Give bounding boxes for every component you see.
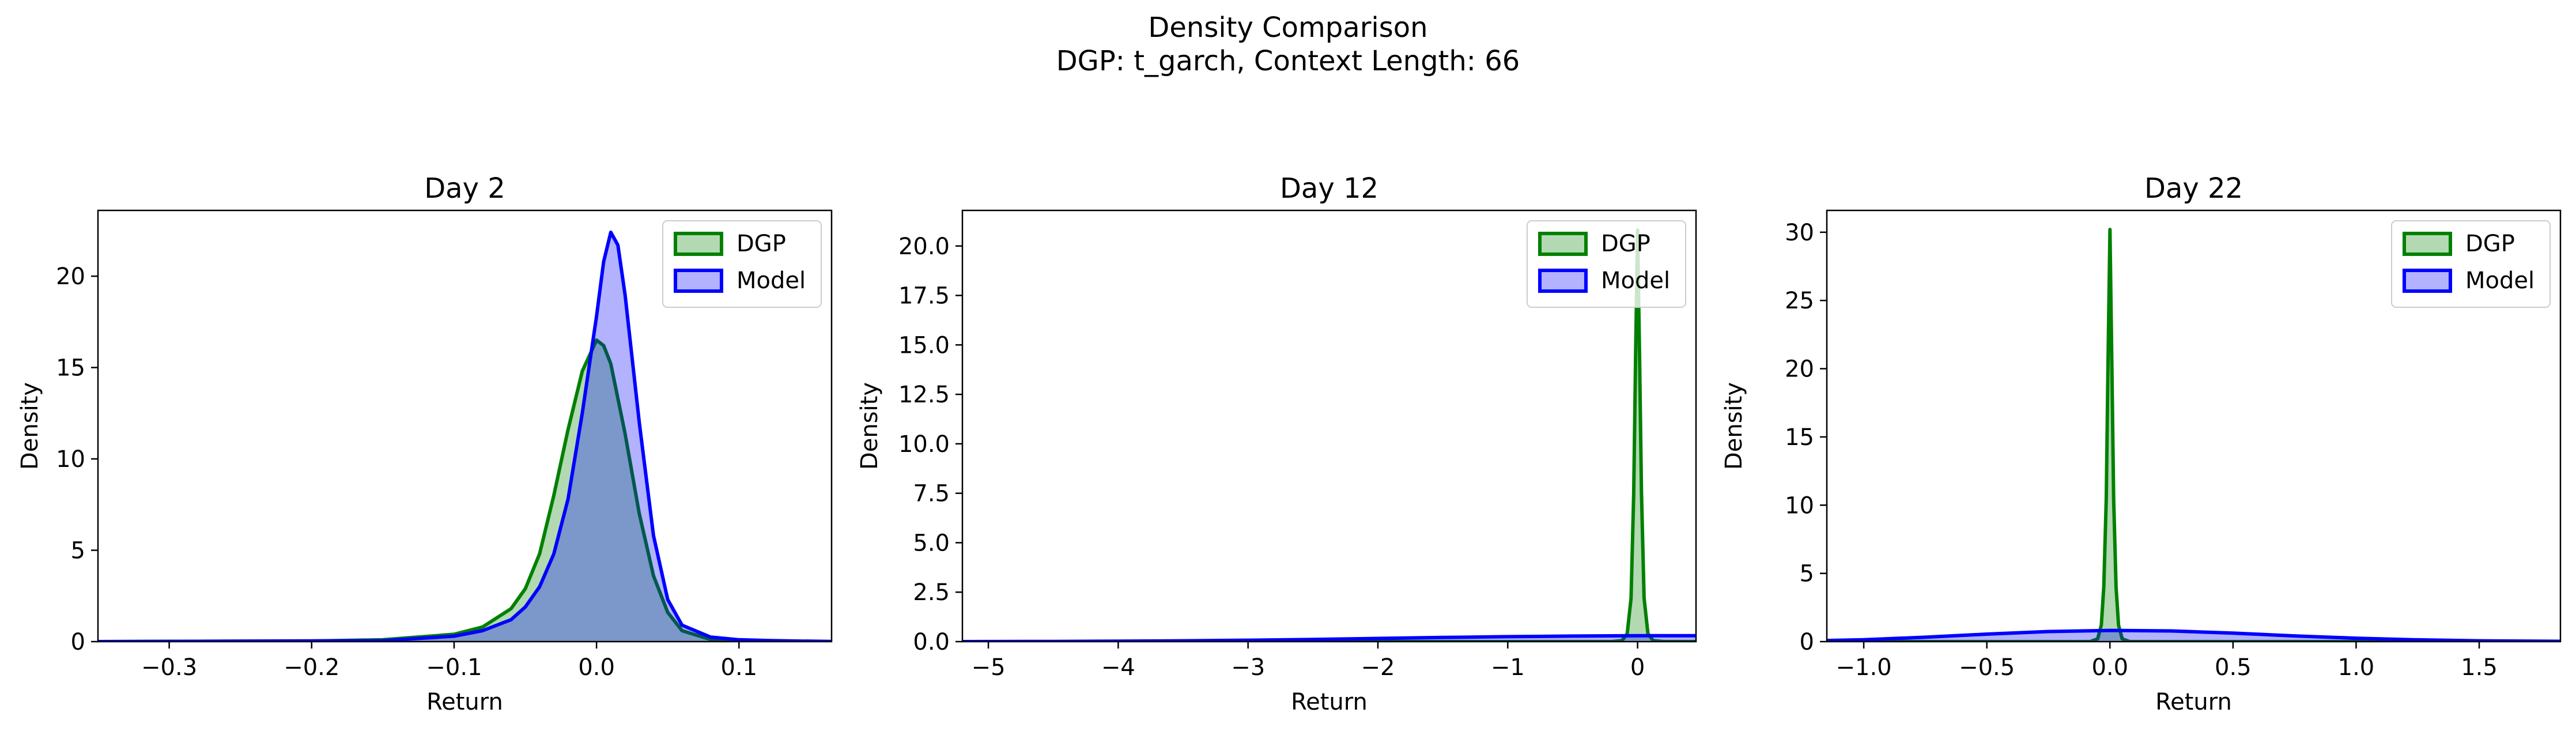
legend-swatch-model <box>1538 269 1588 293</box>
legend-swatch-model <box>674 269 723 293</box>
dgp-density-fill <box>98 340 832 642</box>
x-tick-label: 1.0 <box>2338 654 2375 681</box>
legend-swatch-dgp <box>1538 232 1588 256</box>
x-tick-label: −3 <box>1231 654 1265 681</box>
dgp-density-line <box>98 338 832 642</box>
legend-label-dgp: DGP <box>736 231 786 257</box>
y-tick-label: 10.0 <box>898 431 950 458</box>
panel-title: Day 2 <box>424 172 505 205</box>
x-tick-label: −5 <box>972 654 1006 681</box>
x-tick-label: −0.3 <box>141 654 197 681</box>
y-tick-label: 15 <box>56 355 85 382</box>
y-tick-label: 0.0 <box>913 629 950 655</box>
x-tick-label: 0.5 <box>2215 654 2252 681</box>
x-tick-label: 0.0 <box>2091 654 2128 681</box>
y-tick-label: 10 <box>1785 492 1814 519</box>
figure-title-line2: DGP: t_garch, Context Length: 66 <box>1056 45 1520 77</box>
x-tick-label: 0.1 <box>721 654 758 681</box>
dgp-density-line <box>1827 228 2560 642</box>
panel-title: Day 12 <box>1280 172 1378 205</box>
x-tick-label: 0 <box>1630 654 1645 681</box>
axes-frame <box>97 209 833 643</box>
x-tick-label: −1 <box>1491 654 1525 681</box>
y-tick-label: 7.5 <box>913 481 950 507</box>
x-tick-label: −4 <box>1101 654 1135 681</box>
legend-swatch-dgp <box>674 232 723 256</box>
y-tick-label: 20 <box>1785 356 1814 383</box>
legend-label-model: Model <box>2465 267 2535 294</box>
legend-label-dgp: DGP <box>1601 231 1650 257</box>
y-tick-label: 10 <box>56 446 85 473</box>
y-tick-label: 17.5 <box>898 283 950 310</box>
x-axis-label: Return <box>2155 689 2232 715</box>
y-tick-label: 2.5 <box>913 579 950 606</box>
axes-frame <box>1826 209 2562 643</box>
x-tick-label: 0.0 <box>578 654 615 681</box>
legend-label-dgp: DGP <box>2465 231 2515 257</box>
density-panel-2: Day 12 −5 −4 −3 −2 −1 0 0.0 2.5 5.0 7.5 10.0 12.5 15.… <box>856 172 1697 715</box>
x-tick-label: −2 <box>1361 654 1395 681</box>
legend-swatch-dgp <box>2403 232 2452 256</box>
legend: DGP Model <box>2391 220 2551 308</box>
x-axis-label: Return <box>1291 689 1368 715</box>
axes-frame <box>961 209 1697 643</box>
legend-label-model: Model <box>1601 267 1670 294</box>
y-tick-label: 20 <box>56 263 85 290</box>
y-tick-label: 20.0 <box>898 233 950 260</box>
legend-box <box>1527 220 1686 308</box>
legend: DGP Model <box>662 220 822 308</box>
legend-box <box>662 220 822 308</box>
model-density-fill <box>98 232 832 642</box>
model-density-line <box>98 231 832 642</box>
density-panel-1: Day 2 −0.3 −0.2 −0.1 0.0 0.1 0 5 10 15 20 Return Den… <box>17 172 833 715</box>
x-axis-label: Return <box>426 689 503 715</box>
y-tick-label: 0 <box>71 629 85 655</box>
x-tick-label: −0.5 <box>1959 654 2015 681</box>
x-tick-label: −0.2 <box>284 654 339 681</box>
y-axis-label: Density <box>17 382 43 470</box>
legend-label-model: Model <box>736 267 806 294</box>
x-tick-label: −1.0 <box>1836 654 1892 681</box>
y-tick-label: 0 <box>1800 629 1814 655</box>
y-tick-label: 5 <box>71 538 85 564</box>
y-tick-label: 25 <box>1785 288 1814 314</box>
legend-box <box>2391 220 2551 308</box>
y-tick-label: 15.0 <box>898 332 950 359</box>
y-axis-label: Density <box>1721 382 1747 470</box>
legend-swatch-model <box>2403 269 2452 293</box>
x-tick-label: −0.1 <box>426 654 482 681</box>
model-density-line <box>1827 628 2560 642</box>
y-tick-label: 30 <box>1785 220 1814 246</box>
legend: DGP Model <box>1527 220 1686 308</box>
panel-title: Day 22 <box>2144 172 2243 205</box>
figure-title-line1: Density Comparison <box>1148 12 1427 44</box>
y-tick-label: 12.5 <box>898 382 950 408</box>
y-tick-label: 5.0 <box>913 530 950 556</box>
x-tick-label: 1.5 <box>2461 654 2498 681</box>
y-tick-label: 15 <box>1785 424 1814 451</box>
density-panel-3: Day 22 −1.0 −0.5 0.0 0.5 1.0 1.5 0 5 10 15 20 25 30 Re… <box>1721 172 2562 715</box>
y-axis-label: Density <box>856 382 883 470</box>
y-tick-label: 5 <box>1800 561 1814 587</box>
